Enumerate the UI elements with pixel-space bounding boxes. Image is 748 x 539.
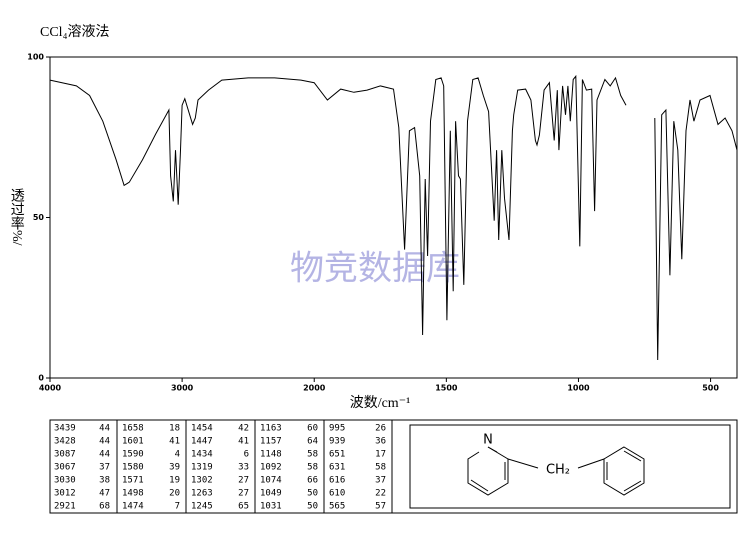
peak-wavenumber: 1447 bbox=[191, 437, 213, 447]
peak-wavenumber: 1148 bbox=[260, 450, 282, 460]
x-axis-label: 波数/cm⁻¹ bbox=[350, 395, 411, 411]
peak-intensity: 6 bbox=[244, 450, 249, 460]
peak-wavenumber: 995 bbox=[329, 424, 345, 434]
peak-wavenumber: 631 bbox=[329, 463, 345, 473]
x-tick-label: 4000 bbox=[39, 384, 62, 393]
peak-wavenumber: 616 bbox=[329, 476, 345, 486]
peak-intensity: 7 bbox=[175, 502, 180, 512]
peak-wavenumber: 3428 bbox=[54, 437, 76, 447]
peak-wavenumber: 1580 bbox=[122, 463, 144, 473]
peak-intensity: 44 bbox=[99, 450, 110, 460]
peak-intensity: 68 bbox=[99, 502, 110, 512]
peak-intensity: 41 bbox=[169, 437, 180, 447]
peak-intensity: 22 bbox=[375, 489, 386, 499]
y-tick-label: 0 bbox=[38, 374, 44, 383]
peak-wavenumber: 1498 bbox=[122, 489, 144, 499]
peak-wavenumber: 1263 bbox=[191, 489, 213, 499]
peak-intensity: 41 bbox=[238, 437, 249, 447]
peak-wavenumber: 651 bbox=[329, 450, 345, 460]
x-tick-label: 500 bbox=[702, 384, 719, 393]
structure-bonds bbox=[467, 446, 645, 496]
y-tick-label: 50 bbox=[33, 213, 45, 222]
x-tick-label: 3000 bbox=[171, 384, 194, 393]
x-tick-label: 1000 bbox=[567, 384, 590, 393]
peak-intensity: 27 bbox=[238, 476, 249, 486]
peak-wavenumber: 1049 bbox=[260, 489, 282, 499]
peak-wavenumber: 3087 bbox=[54, 450, 76, 460]
peak-intensity: 60 bbox=[307, 424, 318, 434]
atom-label: N bbox=[483, 433, 493, 448]
peak-intensity: 37 bbox=[375, 476, 386, 486]
peak-intensity: 66 bbox=[307, 476, 318, 486]
peak-wavenumber: 3439 bbox=[54, 424, 76, 434]
table-frame bbox=[49, 419, 738, 514]
peak-intensity: 58 bbox=[307, 450, 318, 460]
peak-intensity: 42 bbox=[238, 424, 249, 434]
peak-intensity: 4 bbox=[175, 450, 180, 460]
peak-intensity: 65 bbox=[238, 502, 249, 512]
spectrum-line bbox=[49, 74, 738, 361]
peak-intensity: 26 bbox=[375, 424, 386, 434]
peak-wavenumber: 1434 bbox=[191, 450, 213, 460]
peak-intensity: 17 bbox=[375, 450, 386, 460]
peak-wavenumber: 2921 bbox=[54, 502, 76, 512]
peak-wavenumber: 1163 bbox=[260, 424, 282, 434]
peak-wavenumber: 1454 bbox=[191, 424, 213, 434]
peak-wavenumber: 1474 bbox=[122, 502, 144, 512]
peak-wavenumber: 1601 bbox=[122, 437, 144, 447]
chart-title: CCl₄溶液法 bbox=[40, 24, 109, 40]
y-tick-label: 100 bbox=[27, 53, 44, 62]
peak-wavenumber: 565 bbox=[329, 502, 345, 512]
watermark: 物竞数据库 bbox=[290, 249, 460, 289]
peak-intensity: 44 bbox=[99, 424, 110, 434]
peak-intensity: 58 bbox=[375, 463, 386, 473]
peak-wavenumber: 1074 bbox=[260, 476, 282, 486]
peak-intensity: 47 bbox=[99, 489, 110, 499]
y-axis-label: 透过率%/ bbox=[9, 188, 25, 246]
x-tick-label: 1500 bbox=[435, 384, 458, 393]
peak-wavenumber: 939 bbox=[329, 437, 345, 447]
peak-wavenumber: 1157 bbox=[260, 437, 282, 447]
peak-intensity: 36 bbox=[375, 437, 386, 447]
peak-intensity: 39 bbox=[169, 463, 180, 473]
peak-intensity: 18 bbox=[169, 424, 180, 434]
peak-wavenumber: 1658 bbox=[122, 424, 144, 434]
peak-wavenumber: 1571 bbox=[122, 476, 144, 486]
peak-intensity: 27 bbox=[238, 489, 249, 499]
peak-wavenumber: 610 bbox=[329, 489, 345, 499]
x-tick-label: 2000 bbox=[303, 384, 326, 393]
structure-frame bbox=[409, 424, 731, 509]
peak-intensity: 37 bbox=[99, 463, 110, 473]
peak-intensity: 33 bbox=[238, 463, 249, 473]
plot-frame bbox=[49, 56, 738, 379]
peak-intensity: 58 bbox=[307, 463, 318, 473]
peak-wavenumber: 1245 bbox=[191, 502, 213, 512]
peak-intensity: 19 bbox=[169, 476, 180, 486]
peak-intensity: 50 bbox=[307, 502, 318, 512]
peak-wavenumber: 1302 bbox=[191, 476, 213, 486]
peak-intensity: 50 bbox=[307, 489, 318, 499]
peak-wavenumber: 3030 bbox=[54, 476, 76, 486]
peak-intensity: 64 bbox=[307, 437, 318, 447]
peak-intensity: 57 bbox=[375, 502, 386, 512]
peak-wavenumber: 1590 bbox=[122, 450, 144, 460]
peak-wavenumber: 1319 bbox=[191, 463, 213, 473]
peak-intensity: 44 bbox=[99, 437, 110, 447]
peak-wavenumber: 1031 bbox=[260, 502, 282, 512]
peak-wavenumber: 3012 bbox=[54, 489, 76, 499]
atom-label: CH₂ bbox=[546, 463, 570, 478]
peak-intensity: 20 bbox=[169, 489, 180, 499]
peak-wavenumber: 3067 bbox=[54, 463, 76, 473]
peak-wavenumber: 1092 bbox=[260, 463, 282, 473]
peak-intensity: 38 bbox=[99, 476, 110, 486]
table-dividers bbox=[116, 420, 393, 513]
